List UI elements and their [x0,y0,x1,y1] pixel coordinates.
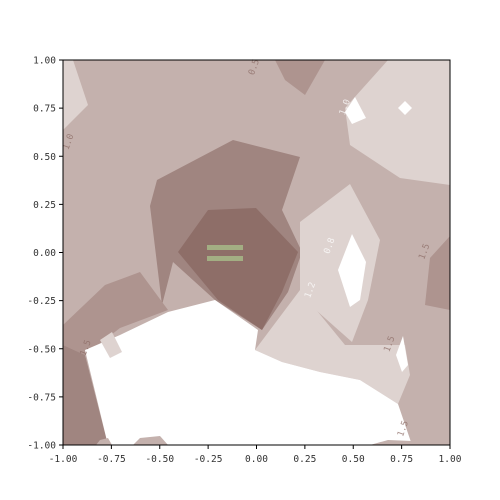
x-tick-label: 1.00 [439,454,462,465]
center-marker-top [207,245,243,250]
y-tick-label: -0.75 [27,392,56,403]
x-tick-label: -0.75 [97,454,126,465]
x-tick-label: -0.50 [145,454,174,465]
center-marker-bottom [207,256,243,261]
y-tick-label: -0.25 [27,296,56,307]
y-tick-label: 1.00 [33,56,56,67]
x-tick-label: 0.75 [390,454,413,465]
x-tick-label: 0.50 [342,454,365,465]
x-tick-label: 0.00 [245,454,268,465]
x-tick-label: -1.00 [49,454,78,465]
plot-area: 1.00.81.21.51.00.51.5 1.51.51.5 [62,58,450,445]
y-tick-label: 0.00 [33,248,56,259]
x-tick-label: 0.25 [293,454,316,465]
y-tick-label: 0.75 [33,104,56,115]
y-tick-label: -0.50 [27,344,56,355]
x-tick-label: -0.25 [194,454,223,465]
y-tick-label: 0.50 [33,152,56,163]
y-tick-label: 0.25 [33,200,56,211]
y-tick-label: -1.00 [27,441,56,452]
